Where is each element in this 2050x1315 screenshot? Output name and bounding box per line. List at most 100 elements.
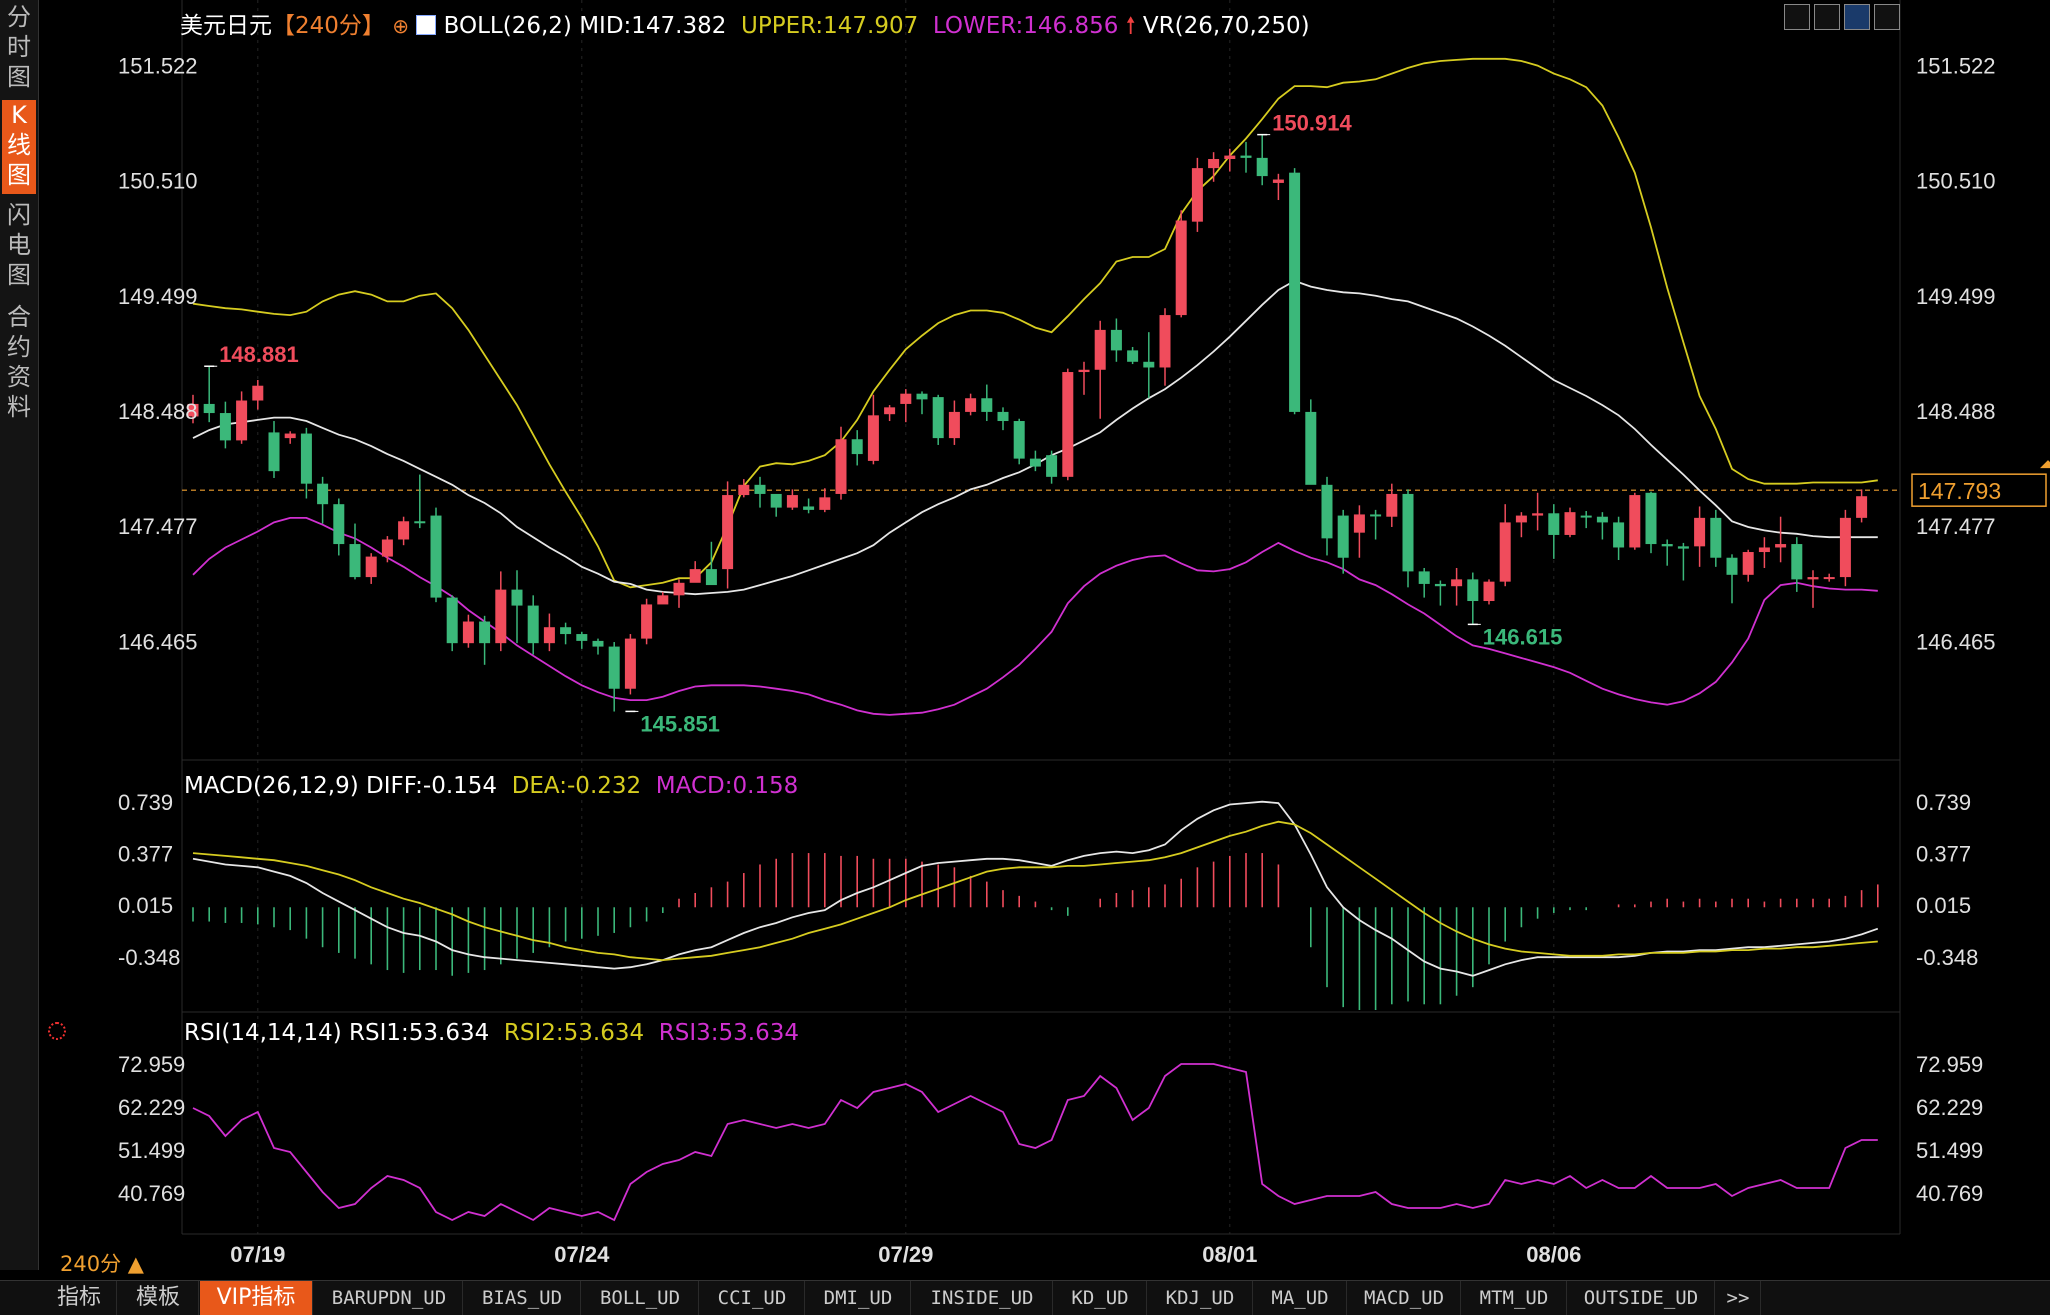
kline-panel: 148.881 145.851 150.914 146.615 [182, 57, 1900, 736]
price-tick-right: 149.499 [1916, 284, 1996, 309]
candle-body [1613, 522, 1625, 548]
date-tick-label: 08/01 [1202, 1242, 1257, 1267]
tab-macd[interactable]: MACD_UD [1348, 1281, 1461, 1315]
candle-body [1159, 315, 1171, 368]
price-tick-left: 148.488 [118, 399, 198, 424]
macd-diff: DIFF:-0.154 [366, 773, 498, 799]
candle-body [738, 484, 750, 496]
candle-body [560, 627, 572, 635]
candle-body [1127, 350, 1139, 362]
candle-body [900, 393, 912, 404]
price-tick-right: 151.522 [1916, 53, 1996, 78]
tab-bias[interactable]: BIAS_UD [464, 1281, 581, 1315]
candle-body [1402, 493, 1414, 572]
tab-kd[interactable]: KD_UD [1054, 1281, 1147, 1315]
left-tab-bar: 分时图 K线图 闪电图 合约资料 [0, 0, 39, 1270]
macd-diff-line [192, 800, 1879, 977]
candle-body [430, 515, 442, 598]
candle-body [187, 403, 199, 417]
candle-body [462, 621, 474, 644]
candle-body [624, 638, 636, 689]
candle-body [965, 398, 977, 412]
grid-icon[interactable] [1814, 4, 1840, 30]
candle-body [608, 646, 620, 689]
price-tick-right: 147.477 [1916, 514, 1996, 539]
rsi-tick-left: 40.769 [118, 1181, 185, 1206]
candle-body [1856, 496, 1868, 518]
candle-body [398, 521, 410, 540]
candle-body [948, 411, 960, 439]
line-chart-icon[interactable] [1844, 4, 1870, 30]
kline-legend: 美元日元【240分】 ⊕ BOLL(26,2) MID:147.382 UPPE… [180, 6, 1310, 48]
arrow-up-icon: 🠕 [1125, 13, 1136, 39]
candle-body [1758, 547, 1770, 553]
candle-body [1256, 157, 1268, 177]
tab-more[interactable]: >> [1716, 1281, 1761, 1315]
candle-body [576, 634, 588, 641]
price-tick-right: 146.465 [1916, 629, 1996, 654]
crosshair-icon[interactable] [1784, 4, 1810, 30]
rsi-tick-right: 40.769 [1916, 1181, 1983, 1206]
rsi-tick-left: 72.959 [118, 1052, 185, 1077]
boll-lower-line [192, 517, 1878, 716]
candle-body [884, 407, 896, 415]
candle-body [1596, 516, 1608, 523]
tab-time-chart[interactable]: 分时图 [7, 3, 31, 91]
boll-upper-line [192, 57, 1878, 589]
candle-body [1839, 517, 1851, 578]
rsi-name: RSI(14,14,14) [184, 1020, 342, 1046]
candle-body [819, 497, 831, 510]
macd-name: MACD(26,12,9) [184, 773, 359, 799]
boll-indicator-icon[interactable] [416, 15, 437, 35]
tab-vip-indicator[interactable]: VIP指标 [200, 1281, 313, 1315]
settings-dot-icon[interactable] [48, 1022, 66, 1040]
price-tick-left: 147.477 [118, 514, 198, 539]
date-tick-label: 07/29 [878, 1242, 933, 1267]
tab-inside[interactable]: INSIDE_UD [912, 1281, 1053, 1315]
candle-body [641, 604, 653, 639]
candle-body [1661, 544, 1673, 547]
candle-body [1677, 546, 1689, 549]
boll-lower: LOWER:146.856 [932, 13, 1119, 39]
tab-boll[interactable]: BOLL_UD [582, 1281, 699, 1315]
candle-body [754, 484, 766, 494]
rsi-tick-right: 51.499 [1916, 1138, 1983, 1163]
candle-body [479, 621, 491, 644]
candle-body [1499, 522, 1511, 582]
symbol-label: 美元日元 [180, 13, 272, 39]
tab-mtm[interactable]: MTM_UD [1462, 1281, 1567, 1315]
candle-body [1386, 493, 1398, 517]
candle-body [381, 539, 393, 557]
macd-tick-right: -0.348 [1916, 945, 1978, 970]
candle-body [1434, 583, 1446, 587]
candle-body [932, 397, 944, 439]
tab-outside[interactable]: OUTSIDE_UD [1568, 1281, 1715, 1315]
current-price-marker [2040, 460, 2050, 469]
tab-kdj[interactable]: KDJ_UD [1148, 1281, 1253, 1315]
tab-kline-chart[interactable]: K线图 [2, 100, 36, 194]
tab-contract-info[interactable]: 合约资料 [7, 303, 31, 421]
price-tick-left: 146.465 [118, 629, 198, 654]
candle-body [770, 493, 782, 508]
candle-body [1791, 544, 1803, 580]
period-selector[interactable]: 240分 ▲ [60, 1252, 144, 1276]
expand-icon[interactable] [1874, 4, 1900, 30]
candle-body [1823, 577, 1835, 580]
add-indicator-icon[interactable]: ⊕ [392, 14, 409, 38]
tab-dmi[interactable]: DMI_UD [806, 1281, 911, 1315]
candle-body [1467, 579, 1479, 602]
tab-barupdn[interactable]: BARUPDN_UD [316, 1281, 463, 1315]
tab-indicator[interactable]: 指标 [42, 1281, 117, 1315]
period-label: 【240分】 [272, 13, 385, 39]
candle-body [803, 506, 815, 510]
rsi-tick-left: 62.229 [118, 1095, 185, 1120]
tab-flash-chart[interactable]: 闪电图 [7, 201, 31, 289]
macd-tick-left: 0.015 [118, 893, 173, 918]
rsi-legend: RSI(14,14,14) RSI1:53.634 RSI2:53.634 RS… [184, 1020, 799, 1046]
candle-body [543, 627, 555, 644]
tab-template[interactable]: 模板 [118, 1281, 199, 1315]
extreme-label: 148.881 [219, 342, 299, 367]
tab-cci[interactable]: CCI_UD [700, 1281, 805, 1315]
tab-ma[interactable]: MA_UD [1254, 1281, 1347, 1315]
candle-body [1629, 495, 1641, 548]
